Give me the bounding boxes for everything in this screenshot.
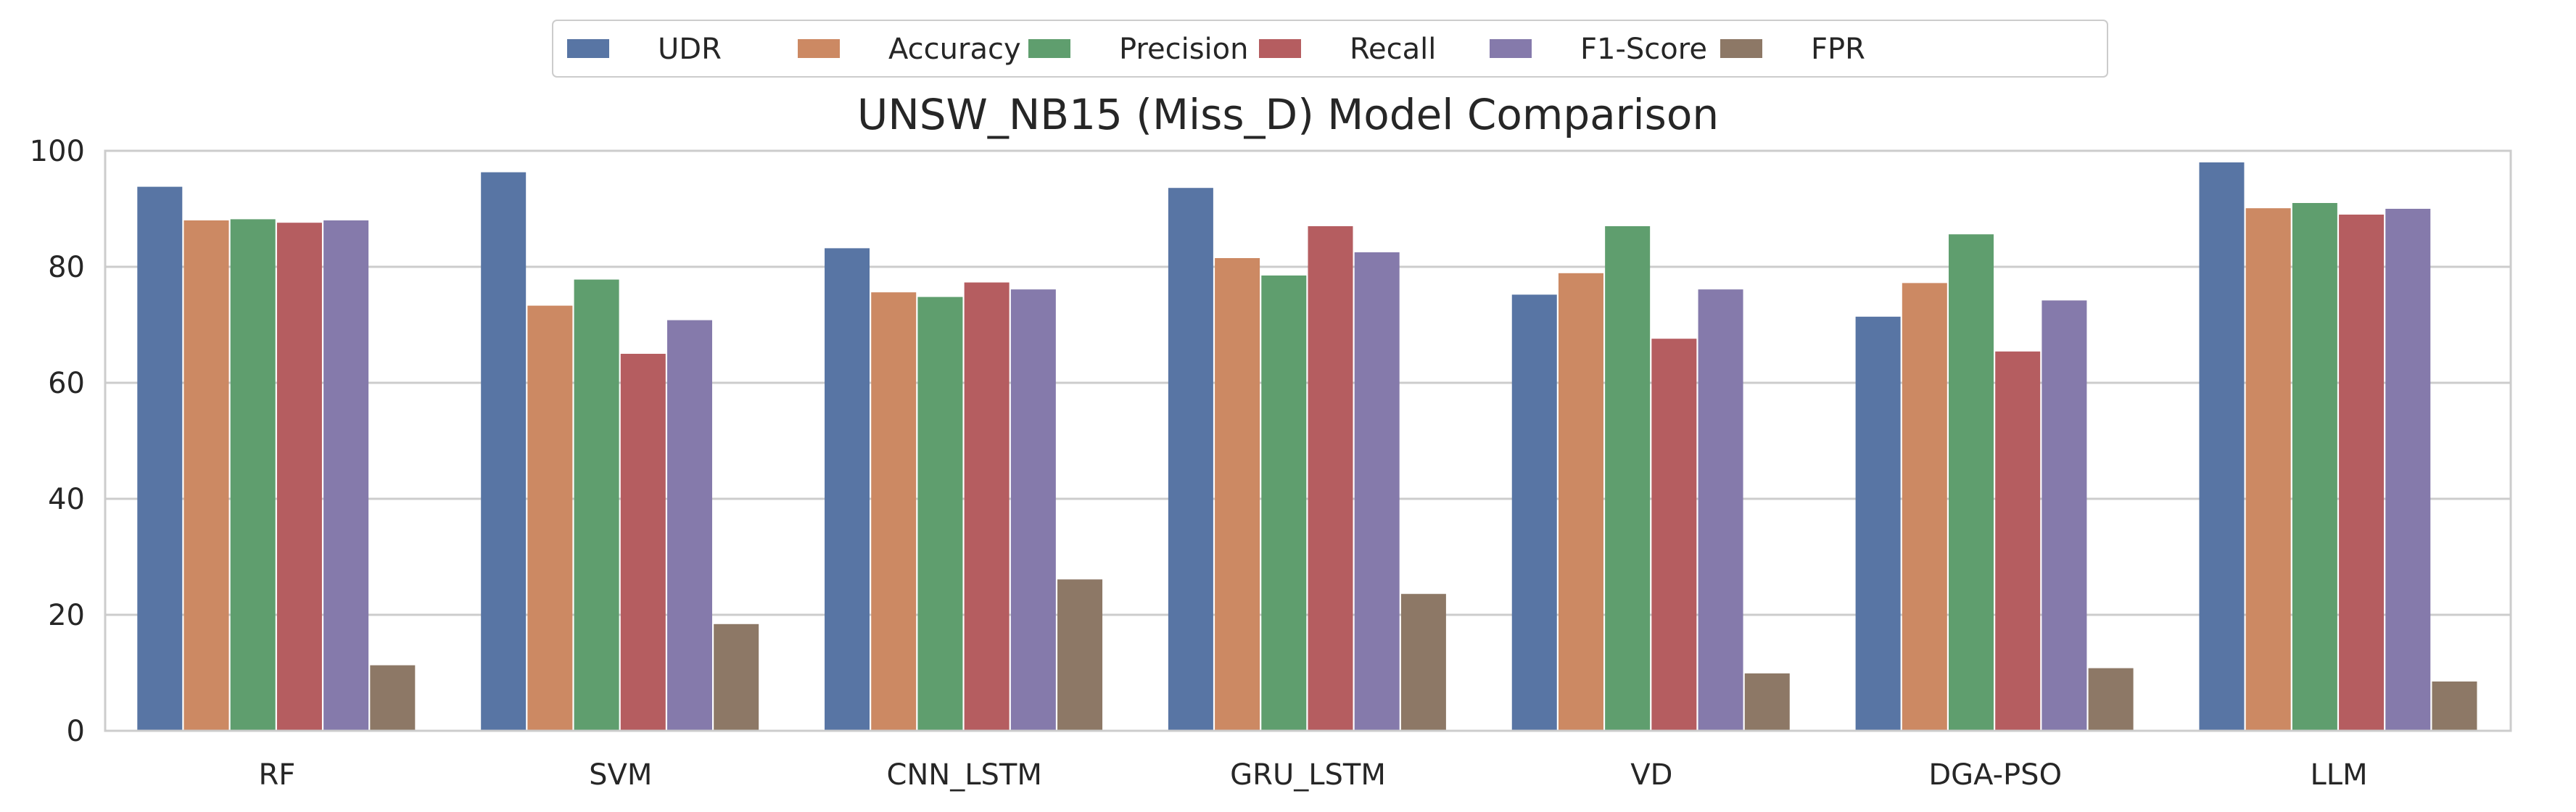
bar-f1-score-rf — [323, 220, 369, 731]
legend-label-precision: Precision — [1119, 33, 1248, 66]
bar-accuracy-svm — [527, 305, 573, 732]
bar-fpr-rf — [370, 665, 416, 731]
bar-precision-rf — [230, 219, 276, 731]
legend-swatch-precision — [1028, 39, 1070, 58]
bar-udr-vd — [1511, 294, 1557, 731]
bar-fpr-cnn-lstm — [1057, 579, 1103, 731]
bar-accuracy-rf — [183, 220, 229, 731]
bar-recall-llm — [2339, 215, 2385, 731]
x-tick-label: DGA-PSO — [1928, 758, 2062, 792]
bar-f1-score-llm — [2385, 209, 2431, 731]
bar-precision-svm — [574, 279, 619, 732]
plot-frame — [104, 149, 2512, 732]
legend-label-accuracy: Accuracy — [888, 33, 1021, 66]
bar-precision-vd — [1605, 226, 1651, 731]
legend: UDR Accuracy Precision Recall F1-Score FPR — [552, 20, 2108, 78]
bar-fpr-svm — [714, 624, 759, 731]
bar-recall-vd — [1651, 339, 1697, 731]
bar-precision-cnn-lstm — [917, 297, 963, 732]
y-axis-ticks: 0 20 40 60 80 100 — [30, 135, 85, 748]
x-tick-label: VD — [1630, 758, 1672, 792]
bar-f1-score-dga-pso — [2042, 300, 2087, 731]
legend-swatch-fpr — [1720, 39, 1762, 58]
legend-swatch-udr — [567, 39, 609, 58]
legend-label-f1-score: F1-Score — [1580, 33, 1707, 66]
y-tick-label: 80 — [48, 251, 85, 284]
bar-recall-dga-pso — [1995, 351, 2041, 731]
y-tick-label: 40 — [48, 483, 85, 516]
bar-accuracy-llm — [2245, 208, 2291, 731]
x-tick-label: LLM — [2311, 758, 2368, 792]
bar-f1-score-vd — [1698, 289, 1743, 731]
bar-accuracy-gru-lstm — [1215, 258, 1260, 731]
bar-recall-cnn-lstm — [964, 282, 1010, 732]
bar-fpr-gru-lstm — [1400, 594, 1446, 731]
y-tick-label: 60 — [48, 367, 85, 400]
bar-udr-rf — [137, 186, 183, 732]
bar-accuracy-cnn-lstm — [871, 292, 917, 731]
bar-recall-gru-lstm — [1308, 226, 1353, 731]
legend-swatch-recall — [1259, 39, 1301, 58]
legend-swatch-accuracy — [798, 39, 840, 58]
bar-udr-cnn-lstm — [825, 248, 870, 731]
bar-recall-rf — [276, 223, 322, 731]
x-tick-label: CNN_LSTM — [886, 758, 1041, 792]
x-tick-label: RF — [259, 758, 296, 792]
legend-frame — [552, 20, 2108, 78]
bar-recall-svm — [620, 354, 666, 731]
bar-udr-gru-lstm — [1168, 188, 1213, 731]
legend-label-fpr: FPR — [1811, 33, 1865, 66]
bar-fpr-dga-pso — [2088, 668, 2134, 731]
bar-udr-llm — [2199, 162, 2245, 731]
y-tick-label: 20 — [48, 599, 85, 632]
bar-fpr-vd — [1744, 673, 1790, 731]
bar-accuracy-vd — [1558, 273, 1603, 731]
x-axis-ticks: RF SVM CNN_LSTM GRU_LSTM VD DGA-PSO LLM — [259, 758, 2368, 792]
legend-label-recall: Recall — [1350, 33, 1436, 66]
bar-f1-score-svm — [666, 320, 712, 732]
chart-title: UNSW_NB15 (Miss_D) Model Comparison — [857, 90, 1719, 139]
y-tick-label: 0 — [67, 715, 85, 748]
bar-precision-llm — [2292, 203, 2337, 731]
y-tick-label: 100 — [30, 135, 85, 168]
bar-precision-dga-pso — [1949, 234, 1994, 731]
bar-accuracy-dga-pso — [1902, 283, 1947, 731]
x-tick-label: GRU_LSTM — [1230, 758, 1386, 792]
bar-udr-svm — [481, 172, 527, 732]
x-tick-label: SVM — [589, 758, 652, 792]
legend-label-udr: UDR — [658, 33, 722, 66]
bars — [137, 162, 2477, 732]
bar-udr-dga-pso — [1855, 316, 1901, 731]
bar-precision-gru-lstm — [1261, 276, 1307, 731]
bar-fpr-llm — [2432, 682, 2477, 731]
bar-f1-score-cnn-lstm — [1010, 289, 1056, 731]
legend-swatch-f1-score — [1490, 39, 1532, 58]
bar-f1-score-gru-lstm — [1354, 252, 1400, 731]
